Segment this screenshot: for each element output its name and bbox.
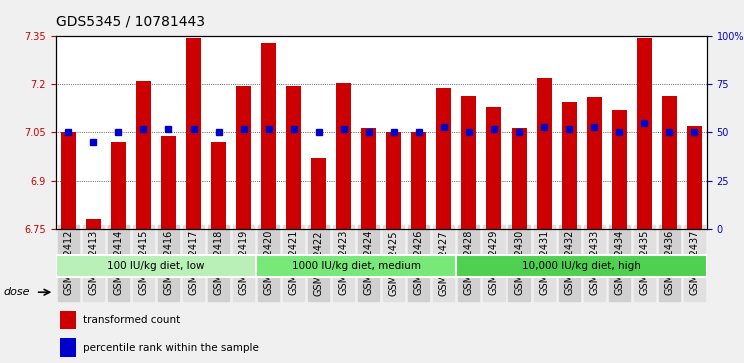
Bar: [487, 107, 501, 229]
Bar: [286, 86, 301, 229]
Bar: [60, 338, 76, 357]
Bar: [86, 219, 101, 229]
Bar: [661, 95, 677, 229]
Bar: [456, 255, 707, 277]
Bar: [637, 38, 652, 229]
Bar: [111, 142, 126, 229]
Bar: [512, 128, 527, 229]
Bar: [211, 142, 226, 229]
Bar: [586, 97, 602, 229]
Bar: [311, 158, 326, 229]
Bar: [437, 87, 452, 229]
Bar: [687, 126, 702, 229]
Bar: [336, 83, 351, 229]
Bar: [136, 81, 151, 229]
Bar: [612, 110, 626, 229]
Bar: [461, 95, 476, 229]
Bar: [60, 310, 76, 329]
Text: percentile rank within the sample: percentile rank within the sample: [83, 343, 258, 352]
Text: 100 IU/kg diet, low: 100 IU/kg diet, low: [107, 261, 205, 271]
Bar: [56, 255, 256, 277]
Bar: [261, 43, 276, 229]
Bar: [362, 128, 376, 229]
Bar: [61, 132, 76, 229]
Text: 10,000 IU/kg diet, high: 10,000 IU/kg diet, high: [522, 261, 641, 271]
Bar: [256, 255, 456, 277]
Text: GDS5345 / 10781443: GDS5345 / 10781443: [56, 15, 205, 29]
Bar: [386, 132, 401, 229]
Bar: [186, 38, 201, 229]
Bar: [411, 132, 426, 229]
Bar: [236, 86, 251, 229]
Bar: [562, 102, 577, 229]
Text: transformed count: transformed count: [83, 315, 180, 325]
Bar: [161, 136, 176, 229]
Text: dose: dose: [4, 287, 31, 297]
Text: 1000 IU/kg diet, medium: 1000 IU/kg diet, medium: [292, 261, 421, 271]
Bar: [536, 78, 551, 229]
